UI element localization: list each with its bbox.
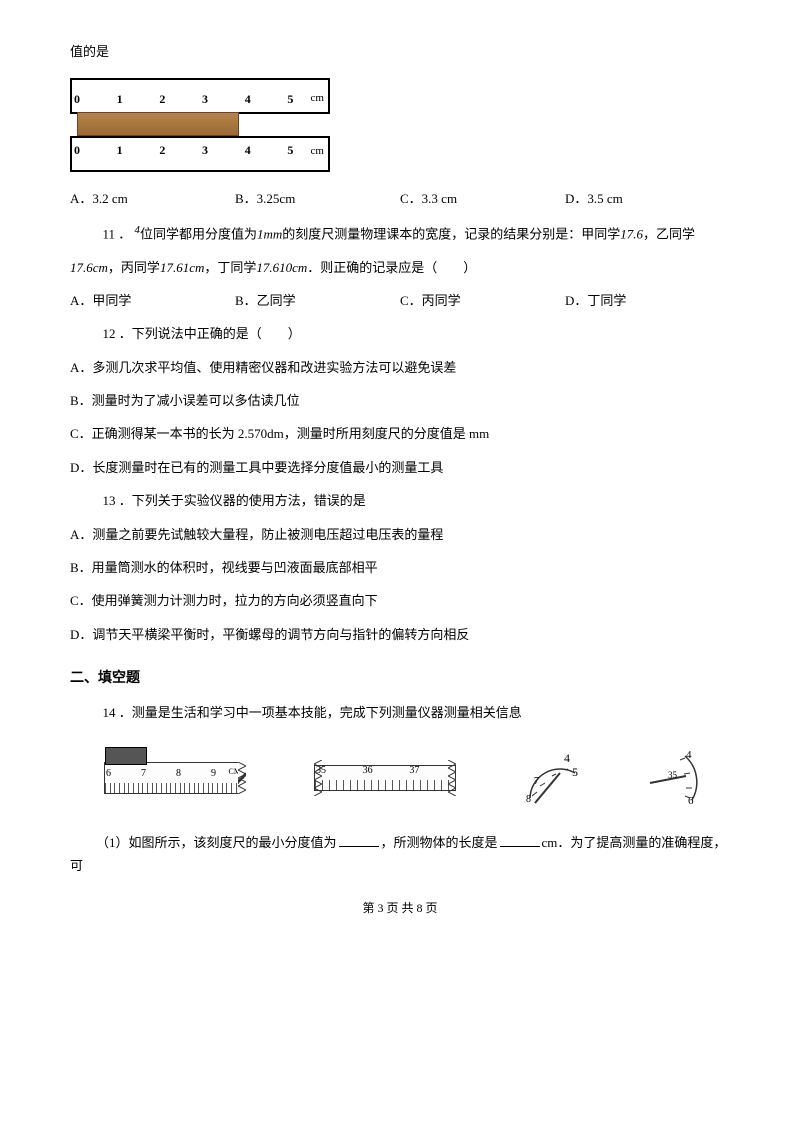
- q13-d: D．调节天平横梁平衡时，平衡螺母的调节方向与指针的偏转方向相反: [70, 623, 730, 646]
- ruler-label: 0: [72, 140, 115, 162]
- option-b: B．乙同学: [235, 289, 400, 312]
- ruler-figure: 0 1 2 3 4 5 cm 0 1 2 3 4 5 cm: [70, 78, 330, 172]
- jag-icon: [448, 760, 456, 796]
- q12-c: C．正确测得某一本书的长为 2.570dm，测量时所用刻度尺的分度值是 mm: [70, 422, 730, 445]
- ruler1-label: 6: [105, 765, 140, 783]
- page-container: 值的是 0 1 2 3 4 5 cm: [0, 0, 800, 939]
- blank-input[interactable]: [339, 833, 379, 847]
- q12-a: A．多测几次求平均值、使用精密仪器和改进实验方法可以避免误差: [70, 356, 730, 379]
- top-ruler: 0 1 2 3 4 5 cm: [70, 78, 330, 114]
- ruler1-label: 8: [175, 765, 210, 783]
- q14-stem: 14 ．测量是生活和学习中一项基本技能，完成下列测量仪器测量相关信息: [70, 701, 730, 724]
- ruler-label: 1: [115, 89, 158, 111]
- jag-right: [448, 760, 456, 796]
- ruler1-labels: 6 7 8 9: [105, 765, 245, 783]
- q10-options: A．3.2 cm B．3.25cm C．3.3 cm D．3.5 cm: [70, 187, 730, 210]
- q11-t4: ，丙同学: [108, 260, 160, 275]
- gauge1-label: 8: [526, 794, 531, 805]
- q14-sub1-mid: ，所测物体的长度是: [381, 835, 498, 850]
- q14-fig3-gauge: 8 7 4 5: [520, 748, 580, 808]
- q11-v4: 17.610cm: [256, 260, 307, 275]
- ruler2-label: 35: [315, 762, 362, 780]
- ruler-unit: cm: [311, 142, 324, 162]
- q13-c: C．使用弹簧测力计测力时，拉力的方向必须竖直向下: [70, 589, 730, 612]
- ruler2-label: 36: [362, 762, 409, 780]
- q14-figures: 6 7 8 9 CM 35 3: [70, 743, 730, 813]
- mini-ruler-2: 35 36 37: [314, 765, 456, 791]
- ruler-unit: cm: [311, 89, 324, 109]
- gauge2-label: 6: [688, 795, 694, 807]
- ruler-label: 3: [200, 89, 243, 111]
- bottom-ruler-labels: 0 1 2 3 4 5: [72, 140, 328, 162]
- top-ruler-minor-ticks: [72, 80, 328, 86]
- ruler-label: 2: [157, 89, 200, 111]
- ruler-label: 4: [243, 89, 286, 111]
- gauge1-label: 5: [572, 765, 578, 779]
- q11-t5: ，丁同学: [204, 260, 256, 275]
- q11-number: 11 ．: [103, 226, 132, 241]
- jag-left: [314, 760, 322, 796]
- gauge2-label: 4: [686, 749, 692, 761]
- ruler-label: 0: [72, 89, 115, 111]
- section-2-title: 二、填空题: [70, 666, 730, 691]
- ruler1-ticks: [105, 783, 245, 793]
- option-a: A．甲同学: [70, 289, 235, 312]
- q11-v3: 17.61cm: [160, 260, 204, 275]
- q14-sub1: （1）如图所示，该刻度尺的最小分度值为，所测物体的长度是cm．为了提高测量的准确…: [70, 831, 730, 878]
- option-a: A．3.2 cm: [70, 187, 235, 210]
- q11-t2: 的刻度尺测量物理课本的宽度，记录的结果分别是：甲同学: [282, 226, 620, 241]
- gauge1-label: 4: [564, 751, 570, 765]
- q11-stem-line2: 17.6cm，丙同学17.61cm，丁同学17.610cm．则正确的记录应是（ …: [70, 256, 730, 279]
- option-c: C．3.3 cm: [400, 187, 565, 210]
- q13-stem: 13 ．下列关于实验仪器的使用方法，错误的是: [70, 489, 730, 512]
- ruler-label: 4: [243, 140, 286, 162]
- top-ruler-labels: 0 1 2 3 4 5: [72, 89, 328, 111]
- q11-t6: ．则正确的记录应是（ ）: [307, 260, 476, 275]
- gauge2-label: 35: [668, 770, 678, 780]
- q13-b: B．用量筒测水的体积时，视线要与凹液面最底部相平: [70, 556, 730, 579]
- q14-sub1-pre: （1）如图所示，该刻度尺的最小分度值为: [96, 835, 337, 850]
- ruler-label: 2: [157, 140, 200, 162]
- q11-1mm: 1mm: [257, 226, 282, 241]
- q11-t3: ，乙同学: [643, 226, 695, 241]
- page-footer: 第 3 页 共 8 页: [70, 898, 730, 920]
- bottom-ruler: 0 1 2 3 4 5 cm: [70, 136, 330, 172]
- ruler-label: 1: [115, 140, 158, 162]
- ruler1-label: 7: [140, 765, 175, 783]
- q13-a: A．测量之前要先试触较大量程，防止被测电压超过电压表的量程: [70, 523, 730, 546]
- header-fragment: 值的是: [70, 40, 730, 63]
- option-b: B．3.25cm: [235, 187, 400, 210]
- jag-icon: [238, 762, 246, 794]
- jag-icon: [314, 760, 322, 796]
- wooden-block: [77, 112, 239, 136]
- q14-fig2: 35 36 37: [310, 743, 460, 813]
- blank-input[interactable]: [500, 833, 540, 847]
- q14-fig4-gauge: 4 35 6: [640, 748, 700, 808]
- bottom-ruler-minor-ticks: [72, 164, 328, 170]
- gauge1-label: 7: [534, 776, 539, 787]
- q11-v2: 17.6cm: [70, 260, 108, 275]
- option-d: D．丁同学: [565, 289, 730, 312]
- q11-v1: 17.6: [620, 226, 643, 241]
- option-c: C．丙同学: [400, 289, 565, 312]
- q12-b: B．测量时为了减小误差可以多估读几位: [70, 389, 730, 412]
- ruler-jagged-edge: [238, 762, 246, 794]
- mini-ruler-1: 6 7 8 9 CM: [104, 762, 246, 794]
- q12-stem: 12 ．下列说法中正确的是（ ）: [70, 322, 730, 345]
- q11-options: A．甲同学 B．乙同学 C．丙同学 D．丁同学: [70, 289, 730, 312]
- ruler2-labels: 35 36 37: [315, 762, 455, 780]
- ruler2-ticks: [315, 780, 455, 790]
- ruler-label: 3: [200, 140, 243, 162]
- measured-block: [105, 747, 147, 765]
- q11-t1: 位同学都用分度值为: [140, 226, 257, 241]
- q11-stem: 11 ． 4位同学都用分度值为1mm的刻度尺测量物理课本的宽度，记录的结果分别是…: [70, 221, 730, 246]
- q12-d: D．长度测量时在已有的测量工具中要选择分度值最小的测量工具: [70, 456, 730, 479]
- option-d: D．3.5 cm: [565, 187, 730, 210]
- q14-fig1: 6 7 8 9 CM: [100, 743, 250, 813]
